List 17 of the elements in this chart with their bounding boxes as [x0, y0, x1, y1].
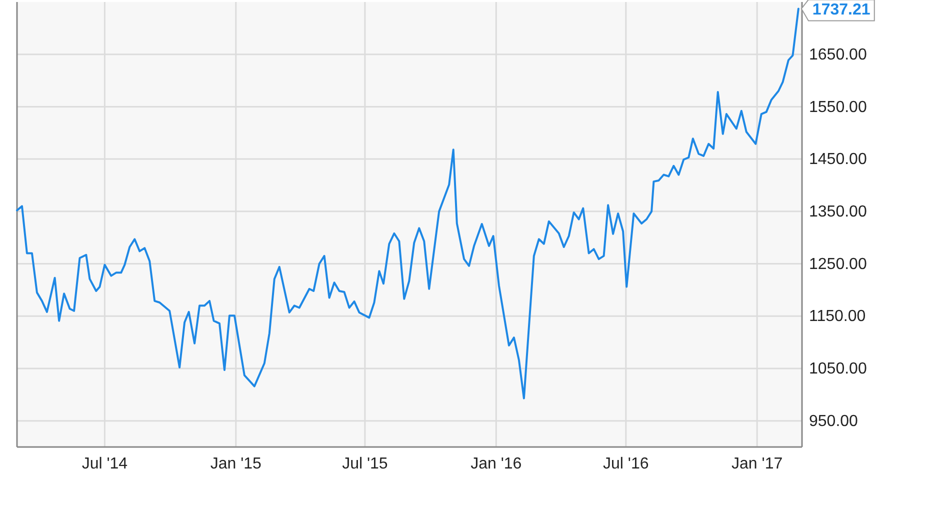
line-series — [16, 8, 800, 400]
x-tick-label: Jul '14 — [82, 455, 128, 472]
x-tick-label: Jan '15 — [210, 455, 262, 472]
y-tick-label: 1350.00 — [809, 204, 867, 221]
y-tick-label: 1150.00 — [809, 308, 866, 326]
y-tick-label: 1250.00 — [809, 256, 867, 273]
y-tick-label: 950.00 — [809, 412, 858, 430]
y-tick-label: 1650.00 — [809, 46, 867, 64]
x-tick-label: Jan '16 — [470, 455, 522, 472]
y-tick-label: 1550.00 — [809, 98, 867, 116]
price-callout: 1737.21 — [800, 0, 875, 22]
y-tick-label: 1050.00 — [809, 360, 867, 378]
x-tick-label: Jul '15 — [342, 455, 388, 472]
annotation: 1737.21 — [812, 2, 870, 19]
x-tick-label: Jan '17 — [732, 455, 783, 472]
x-tick-label: Jul '16 — [603, 455, 649, 472]
y-tick-label: 1450.00 — [809, 151, 867, 168]
